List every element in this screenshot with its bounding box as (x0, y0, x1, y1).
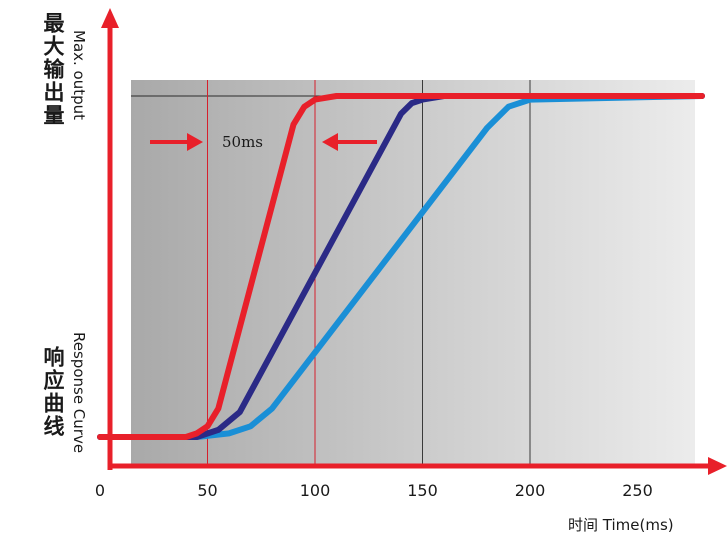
x-tick-label: 50 (197, 481, 217, 500)
x-tick-label: 200 (515, 481, 546, 500)
x-tick-label: 100 (300, 481, 331, 500)
x-axis-label: 时间 Time(ms) (568, 516, 674, 534)
x-tick-label: 150 (407, 481, 438, 500)
series-line-1 (97, 93, 705, 440)
x-axis-arrow (708, 457, 727, 475)
y-label-top-en: Max. output (70, 30, 88, 121)
interval-annotation: 50ms (150, 133, 377, 151)
plot-background (131, 80, 695, 466)
y-axis-arrow (101, 8, 119, 28)
left-arrow-head (187, 133, 203, 151)
y-label-bottom-en: Response Curve (70, 332, 88, 454)
right-arrow-head (322, 133, 338, 151)
x-tick-label: 0 (95, 481, 105, 500)
y-label-top-cn: 最大输出量 (41, 12, 65, 127)
x-tick-label: 250 (622, 481, 653, 500)
y-label-bottom-cn: 响应曲线 (41, 346, 65, 438)
interval-label: 50ms (222, 133, 263, 151)
